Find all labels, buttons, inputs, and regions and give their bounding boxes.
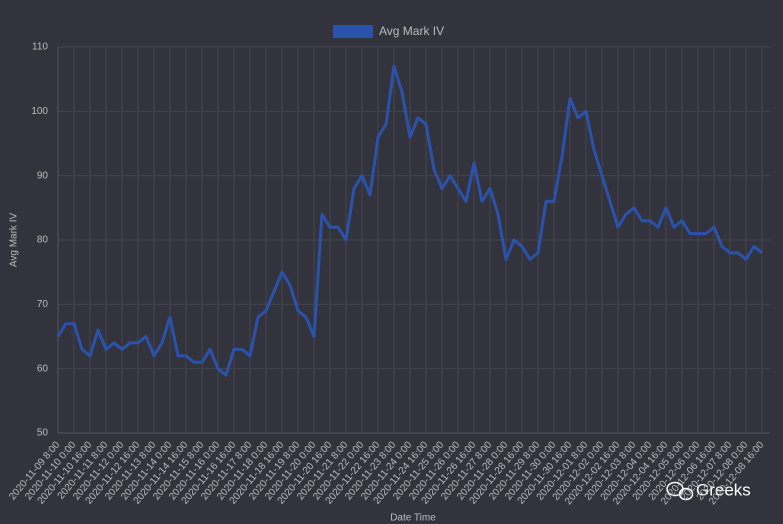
y-tick-label: 90 [37, 170, 49, 181]
y-tick-label: 50 [37, 428, 49, 439]
watermark: Greeks [696, 480, 751, 499]
watermark-icon [666, 481, 694, 501]
y-tick-label: 110 [32, 42, 48, 53]
legend-swatch [333, 25, 373, 38]
y-tick-label: 70 [37, 299, 49, 310]
line-series [56, 64, 763, 377]
y-tick-label: 100 [31, 106, 48, 117]
y-tick-label: 80 [37, 235, 49, 246]
y-axis-label: Avg Mark IV [9, 213, 20, 268]
legend-label: Avg Mark IV [379, 24, 444, 38]
x-axis-label: Date Time [390, 513, 436, 524]
y-tick-label: 60 [37, 363, 49, 374]
